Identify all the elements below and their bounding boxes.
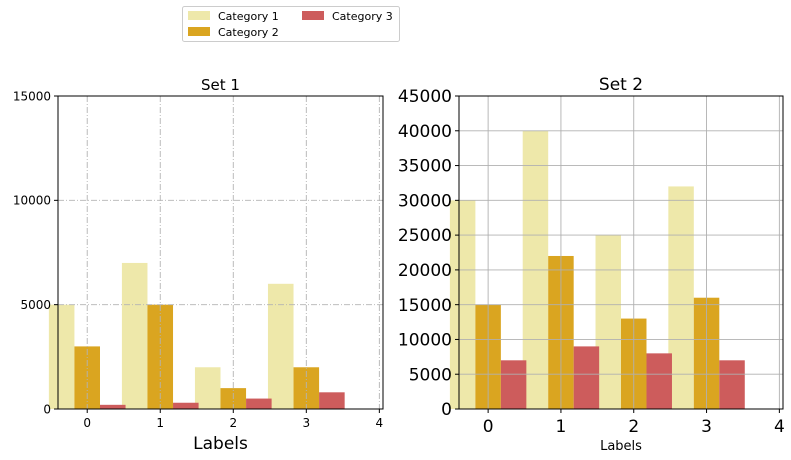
bar-category-3-2 xyxy=(246,398,272,409)
x-tick-label: 3 xyxy=(701,417,712,437)
y-tick-label: 15000 xyxy=(13,89,51,103)
bar-category-1-2 xyxy=(194,367,221,409)
x-tick-label: 4 xyxy=(376,416,384,430)
x-tick-label: 1 xyxy=(156,416,164,430)
plot-frame xyxy=(458,95,784,410)
x-tick-label: 4 xyxy=(774,417,785,437)
legend: Category 1 Category 2 Category 3 xyxy=(182,6,400,42)
x-axis-label: Labels xyxy=(600,439,642,454)
x-tick-label: 3 xyxy=(302,416,310,430)
y-tick-label: 10000 xyxy=(398,331,452,351)
legend-frame xyxy=(182,6,400,42)
bar-category-1-2 xyxy=(595,235,621,409)
x-tick-label: 0 xyxy=(83,416,91,430)
x-tick-label: 2 xyxy=(229,416,237,430)
y-tick-label: 45000 xyxy=(398,87,452,107)
y-tick-label: 5000 xyxy=(20,298,51,312)
y-tick-label: 15000 xyxy=(398,296,452,316)
plot-set-1: 0 1 2 3 4 0 5000 10000 15000 Set 1 Labels xyxy=(13,76,384,454)
x-axis-label: Labels xyxy=(193,434,248,454)
bar-category-3-0 xyxy=(99,404,126,409)
bar-category-3-1 xyxy=(573,346,600,409)
x-tick-label: 1 xyxy=(556,417,567,437)
plot-frame xyxy=(57,95,384,410)
y-tick-label: 20000 xyxy=(398,261,452,281)
bar-category-1-3 xyxy=(267,283,294,409)
bar-category-3-2 xyxy=(646,353,672,409)
bar-category-3-3 xyxy=(319,392,345,409)
legend-swatch xyxy=(188,11,210,20)
y-tick-label: 5000 xyxy=(409,365,452,385)
plot-set-2: 0 1 2 3 4 0 5000 10000 15000 20000 25000 30000 35000… xyxy=(398,75,785,454)
legend-swatch xyxy=(188,27,210,36)
y-tick-label: 30000 xyxy=(398,191,452,211)
bar-category-3-1 xyxy=(173,402,199,409)
bar-category-1-1 xyxy=(121,262,148,409)
x-tick-label: 2 xyxy=(628,417,639,437)
bar-category-3-0 xyxy=(500,360,527,409)
legend-label: Category 1 xyxy=(218,10,279,23)
legend-label: Category 2 xyxy=(218,26,279,39)
chart-title: Set 2 xyxy=(599,75,643,95)
bar-category-2-0 xyxy=(74,346,100,409)
y-tick-label: 25000 xyxy=(398,226,452,246)
legend-label: Category 3 xyxy=(332,10,393,23)
bar-category-2-1 xyxy=(147,304,174,409)
y-tick-label: 40000 xyxy=(398,122,452,142)
chart-title: Set 1 xyxy=(201,76,240,94)
legend-swatch xyxy=(302,11,324,20)
y-tick-label: 10000 xyxy=(13,194,51,208)
bar-category-1-3 xyxy=(668,186,694,409)
y-tick-label: 0 xyxy=(441,400,452,420)
x-tick-label: 0 xyxy=(483,417,494,437)
y-tick-label: 35000 xyxy=(398,157,452,177)
bar-category-3-3 xyxy=(719,360,745,409)
bar-category-1-0 xyxy=(48,304,75,409)
y-tick-label: 0 xyxy=(43,402,51,416)
